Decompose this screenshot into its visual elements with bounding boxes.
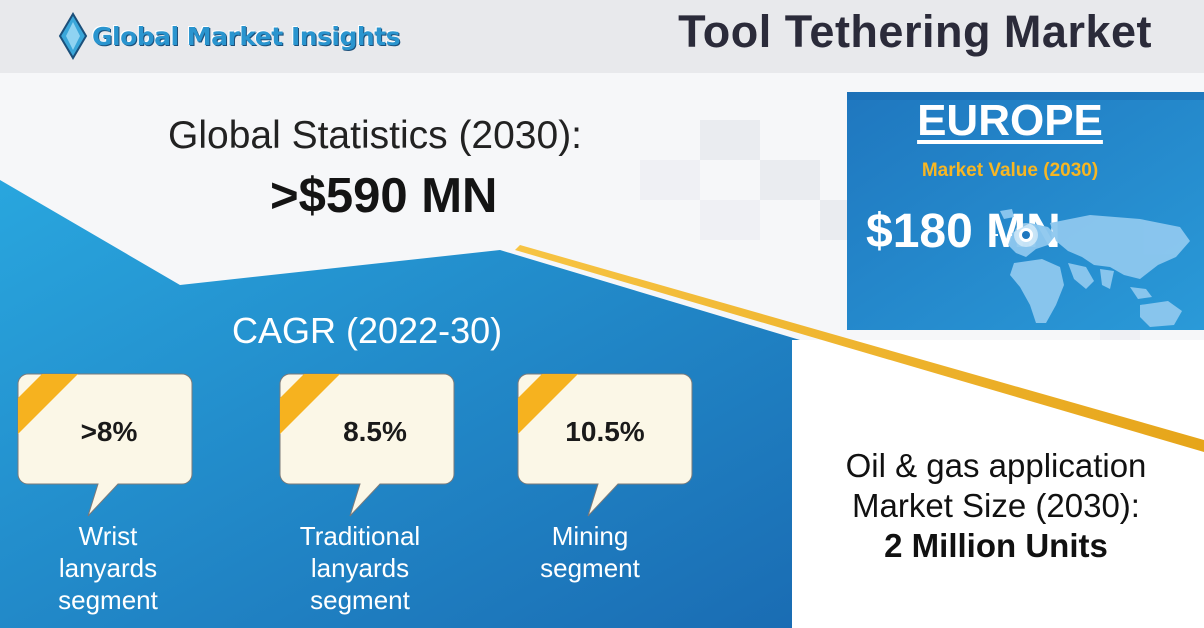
brand-name: Global Market Insights bbox=[92, 21, 401, 51]
page-title: Tool Tethering Market bbox=[678, 6, 1152, 57]
bubble-shapes bbox=[17, 373, 693, 517]
header-bar bbox=[0, 0, 1204, 73]
brand-logo: Global Market Insights bbox=[58, 8, 401, 64]
cagr-value-traditional: 8.5% bbox=[343, 416, 407, 447]
europe-title: EUROPE bbox=[917, 96, 1103, 145]
world-map-icon bbox=[994, 209, 1190, 327]
oil-gas-value: 2 Million Units bbox=[884, 527, 1108, 564]
cagr-label: CAGR (2022-30) bbox=[232, 310, 503, 351]
logo-diamond-icon bbox=[58, 12, 88, 60]
oil-gas-label: Oil & gas application Market Size (2030)… bbox=[845, 447, 1147, 524]
cagr-value-mining: 10.5% bbox=[565, 416, 645, 447]
global-stats-value: >$590 MN bbox=[270, 169, 498, 223]
segment-label-wrist: Wrist lanyards segment bbox=[58, 521, 158, 615]
europe-subtitle: Market Value (2030) bbox=[921, 160, 1099, 181]
segment-label-traditional: Traditional lanyards segment bbox=[299, 521, 421, 615]
segment-label-mining: Mining segment bbox=[540, 521, 640, 583]
global-stats-label: Global Statistics (2030): bbox=[168, 114, 583, 157]
oil-gas-block: Oil & gas application Market Size (2030)… bbox=[796, 446, 1196, 566]
europe-value: $180 MN bbox=[866, 205, 1061, 258]
cagr-value-wrist: >8% bbox=[80, 416, 138, 447]
